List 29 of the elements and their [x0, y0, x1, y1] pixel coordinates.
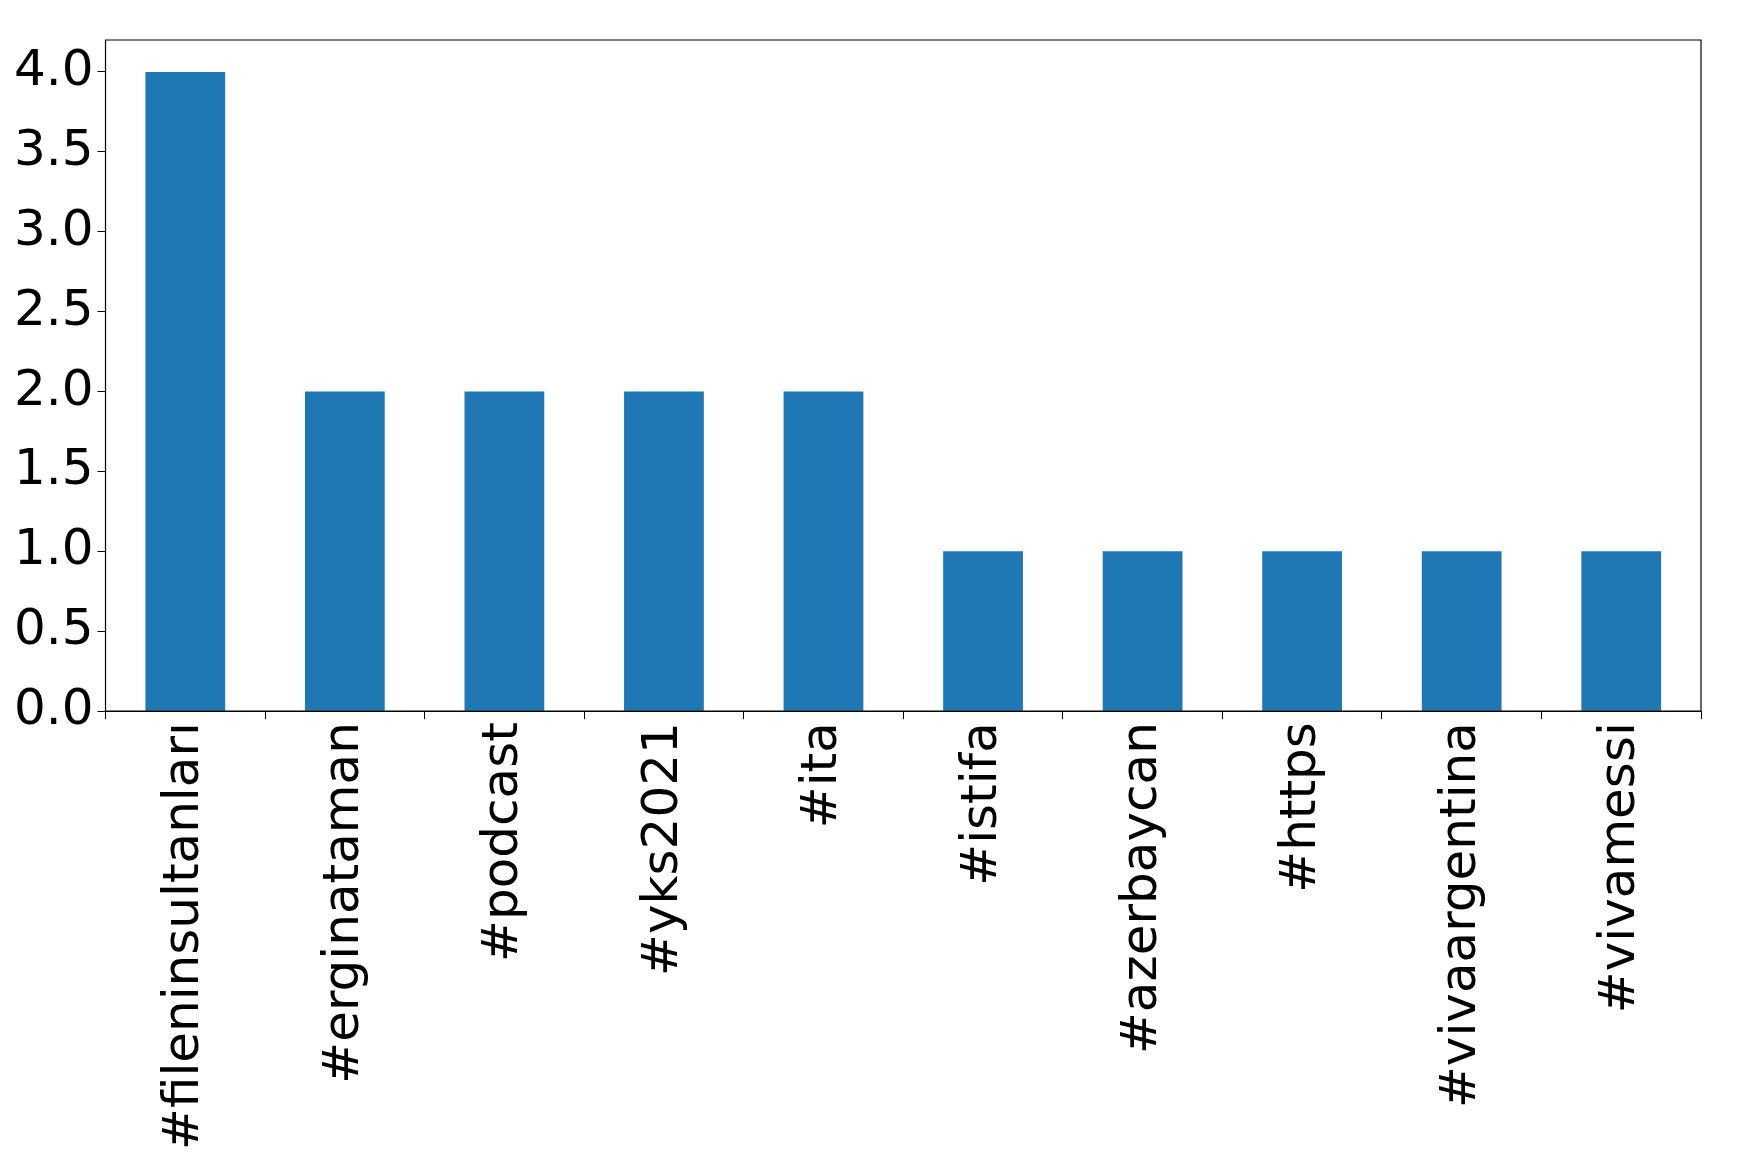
bar	[1102, 551, 1183, 711]
bar	[1262, 551, 1343, 711]
y-tick-label: 3.5	[13, 118, 94, 177]
x-tick-label: #azerbaycan	[1109, 722, 1168, 1055]
x-tick-label: #fileninsultanları	[152, 722, 211, 1150]
bar	[1581, 551, 1662, 711]
x-tick-label: #erginataman	[311, 722, 370, 1084]
y-tick-label: 0.0	[13, 678, 94, 737]
y-tick-label: 2.0	[13, 358, 94, 417]
bar	[943, 551, 1023, 711]
bar	[145, 71, 226, 711]
x-tick-label: #vivamessi	[1588, 722, 1647, 1014]
y-tick-label: 1.0	[13, 518, 94, 577]
bar	[1421, 551, 1502, 711]
x-tick-label: #ita	[790, 722, 849, 829]
x-tick-label: #https	[1269, 722, 1328, 893]
bar	[624, 391, 704, 711]
x-tick-label: #istifa	[950, 722, 1009, 886]
y-tick-label: 3.0	[13, 198, 94, 257]
x-tick-label: #vivaargentina	[1428, 722, 1487, 1109]
y-tick-label: 0.5	[13, 598, 94, 657]
bar	[304, 391, 385, 711]
x-tick-label: #yks2021	[630, 722, 689, 976]
bar	[464, 391, 545, 711]
y-tick-label: 2.5	[13, 278, 94, 337]
y-tick-label: 1.5	[13, 438, 94, 497]
x-tick-label: #podcast	[471, 722, 530, 962]
bar	[783, 391, 864, 711]
y-tick-label: 4.0	[13, 38, 94, 97]
